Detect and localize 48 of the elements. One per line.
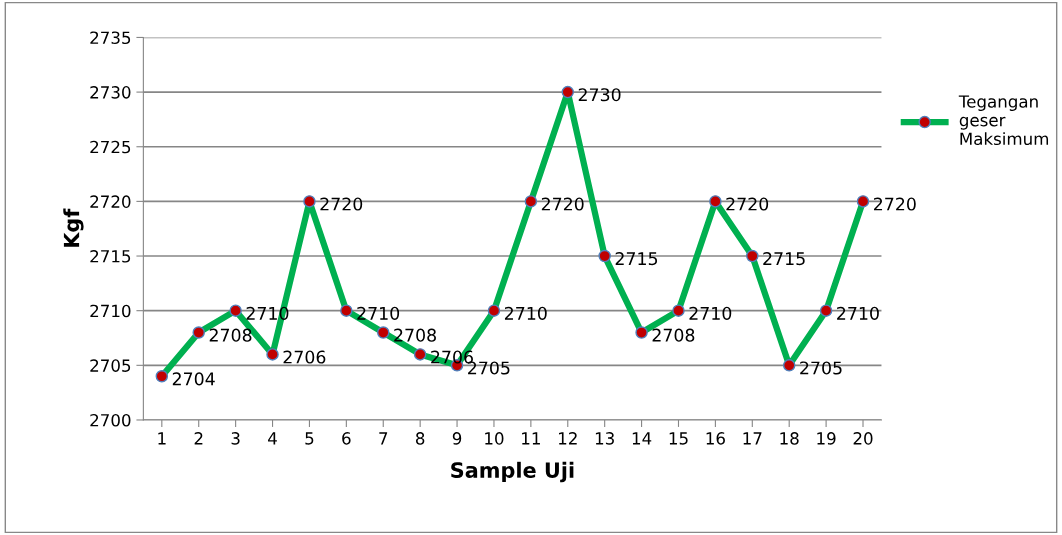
data-label: 2708 xyxy=(394,328,436,342)
y-tick-label: 2710 xyxy=(90,304,131,318)
x-tick-label: 16 xyxy=(706,432,725,445)
x-tick-label: 3 xyxy=(231,432,240,445)
y-tick-label: 2720 xyxy=(90,195,131,208)
data-label: 2720 xyxy=(541,197,584,211)
x-tick-label: 4 xyxy=(268,432,277,445)
x-tick-label: 15 xyxy=(669,432,688,445)
legend-label: Tegangan geser Maksimum xyxy=(958,95,1049,146)
x-tick-label: 13 xyxy=(595,432,614,445)
y-tick-label: 2730 xyxy=(90,86,131,99)
x-tick-label: 7 xyxy=(379,432,388,445)
data-label: 2708 xyxy=(652,328,695,342)
data-label: 2720 xyxy=(320,197,363,211)
x-tick-label: 17 xyxy=(743,432,762,445)
y-tick-label: 2705 xyxy=(90,359,131,372)
x-tick-label: 1 xyxy=(158,432,166,445)
y-tick-label: 2715 xyxy=(90,250,131,263)
x-axis-title: Sample Uji xyxy=(451,461,574,483)
data-label: 2710 xyxy=(837,306,879,320)
data-label: 2710 xyxy=(357,306,400,320)
x-tick-label: 8 xyxy=(415,432,425,445)
x-tick-label: 11 xyxy=(522,432,540,445)
x-tick-label: 2 xyxy=(194,432,203,445)
y-tick-label: 2700 xyxy=(90,413,131,427)
data-label: 2730 xyxy=(578,88,621,102)
x-tick-label: 10 xyxy=(485,432,504,445)
data-label: 2710 xyxy=(689,306,732,320)
y-axis-title: Kgf xyxy=(63,208,84,247)
data-label: 2704 xyxy=(172,372,215,386)
data-label: 2706 xyxy=(283,350,326,364)
data-label: 2705 xyxy=(800,361,842,375)
x-tick-label: 5 xyxy=(305,432,314,445)
x-tick-label: 12 xyxy=(559,432,577,445)
x-tick-label: 14 xyxy=(632,432,652,445)
data-label: 2708 xyxy=(209,328,252,342)
data-label: 2715 xyxy=(763,252,805,266)
x-tick-label: 20 xyxy=(853,432,873,445)
y-tick-label: 2725 xyxy=(90,140,131,154)
x-tick-label: 19 xyxy=(817,432,836,445)
x-tick-label: 6 xyxy=(342,432,351,445)
data-label: 2720 xyxy=(726,197,769,211)
data-label: 2720 xyxy=(874,197,916,211)
x-tick-label: 9 xyxy=(452,432,462,445)
y-tick-label: 2735 xyxy=(90,31,131,45)
data-label: 2715 xyxy=(615,252,658,266)
x-tick-label: 18 xyxy=(780,432,799,445)
data-label: 2710 xyxy=(504,306,547,320)
